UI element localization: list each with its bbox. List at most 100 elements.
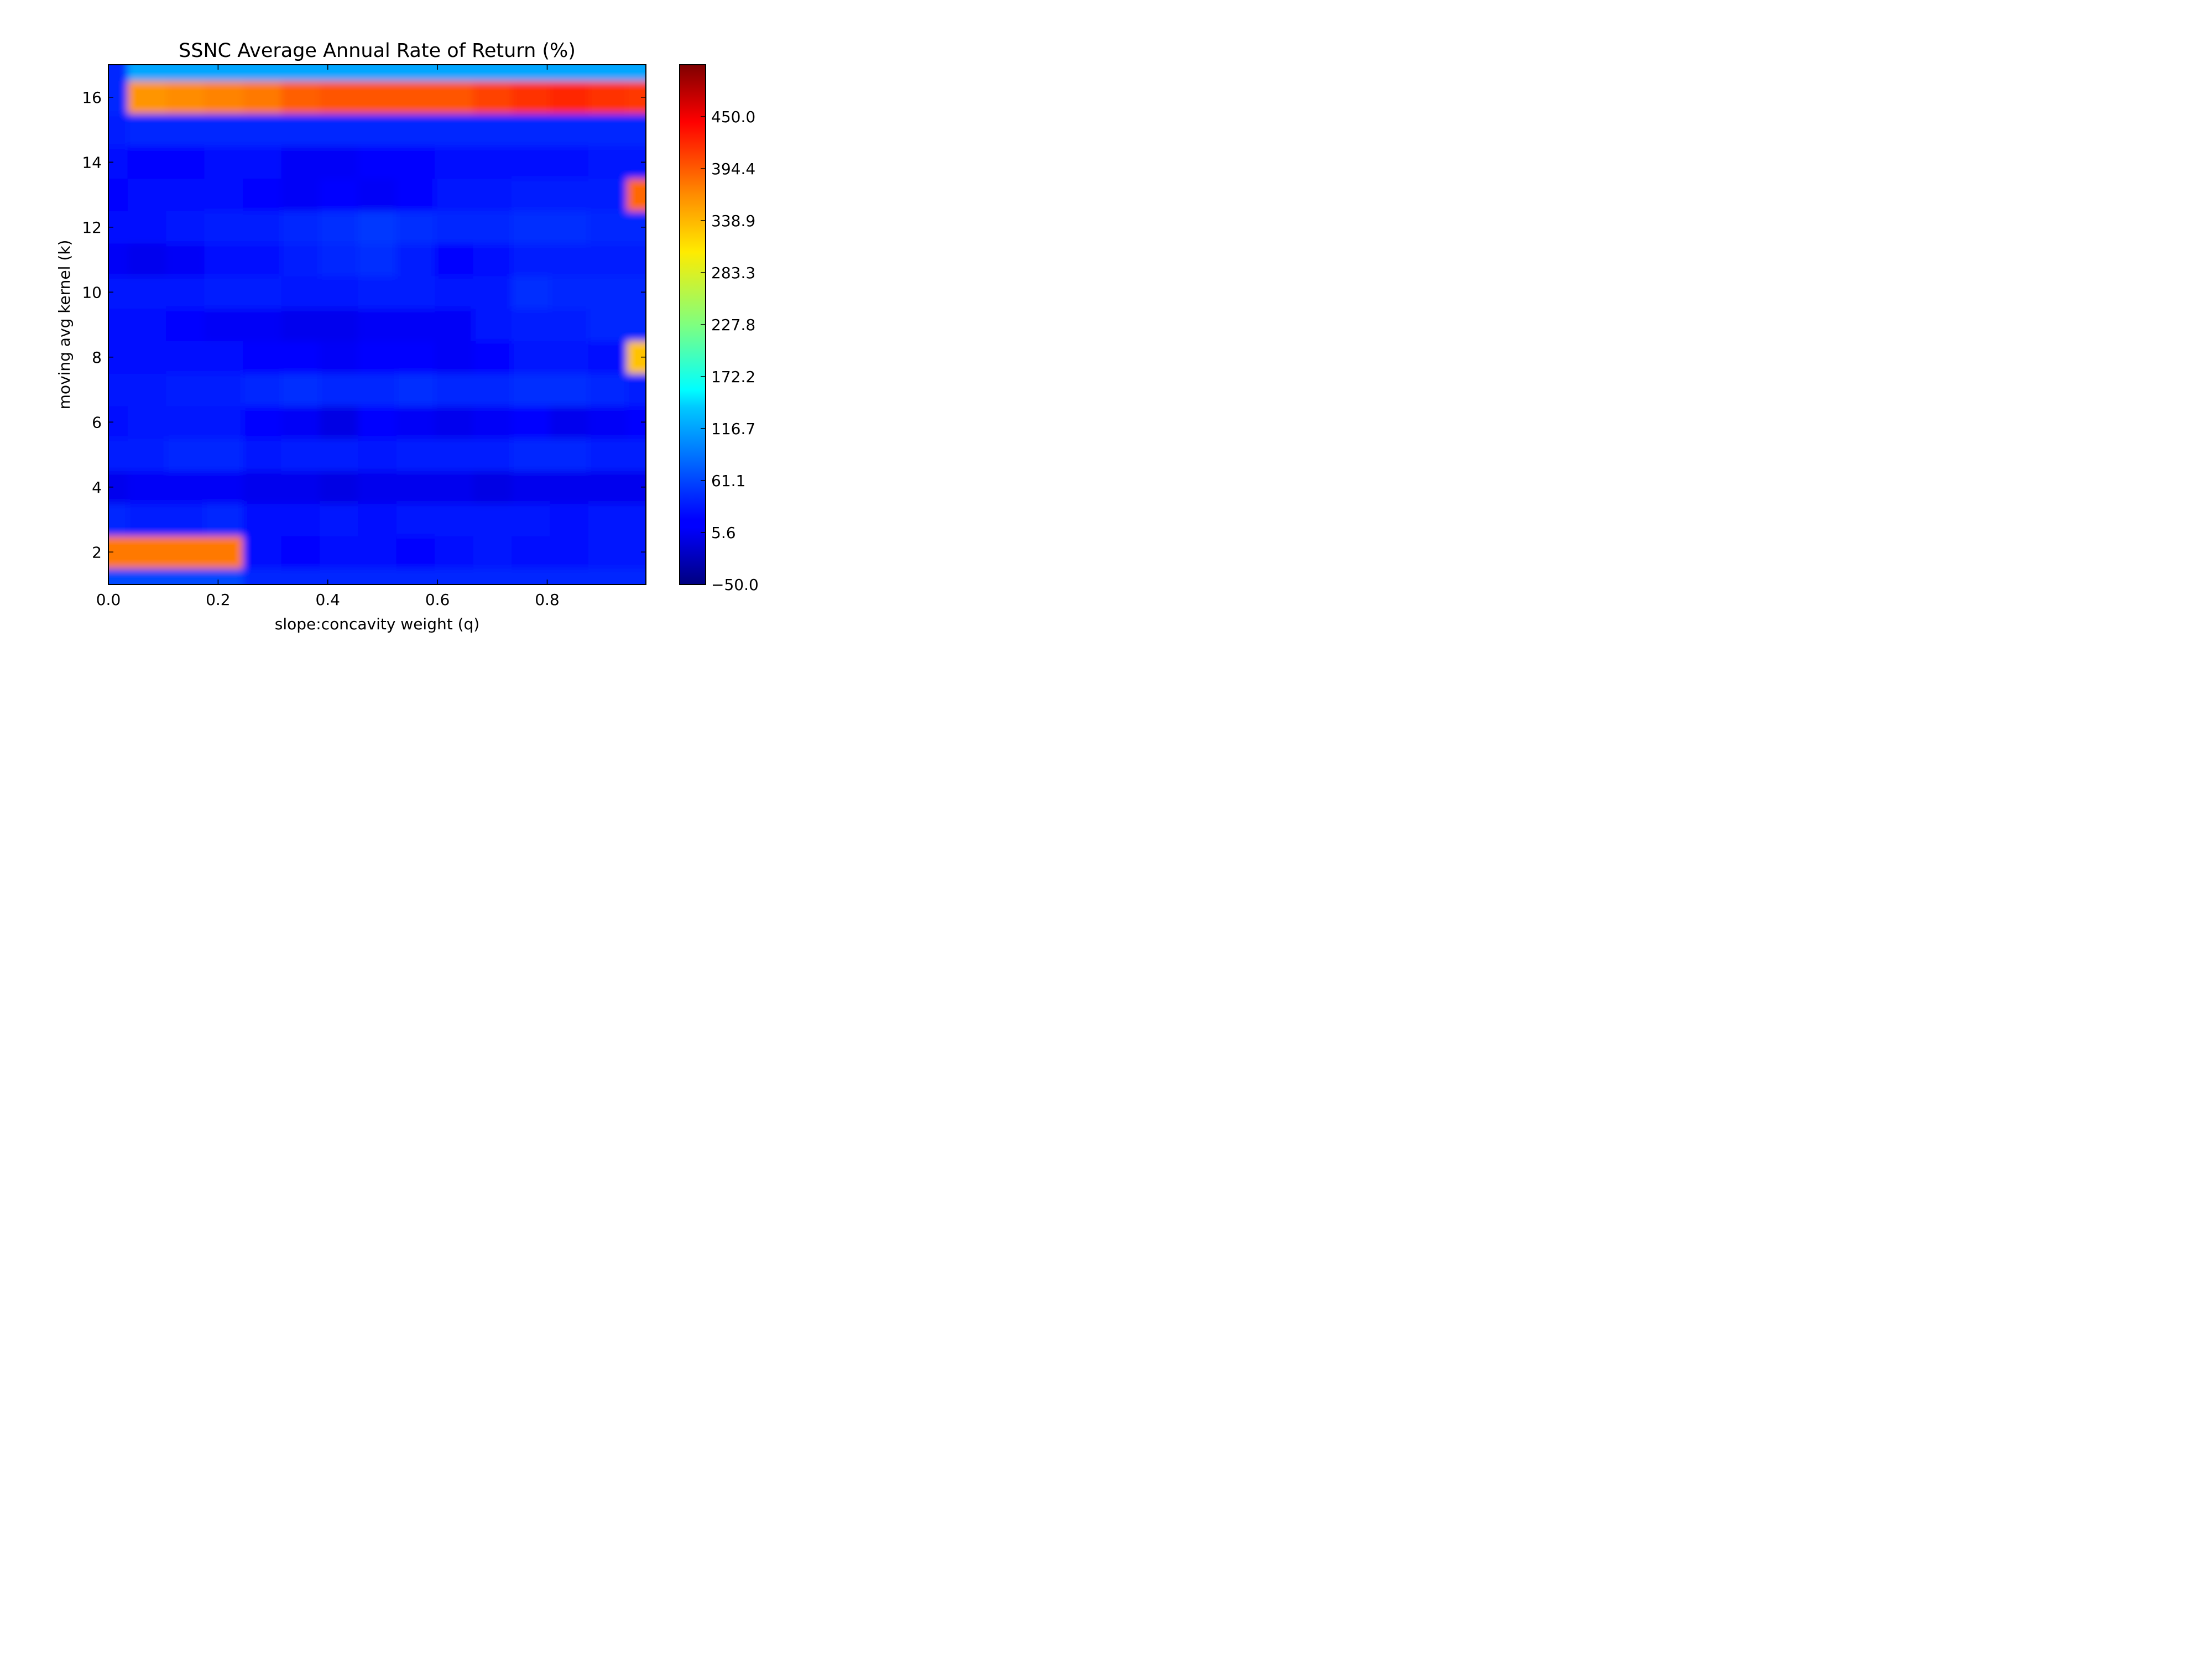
heatmap-cell: [435, 535, 474, 569]
heatmap-cell: [243, 503, 282, 536]
heatmap-cell: [281, 275, 320, 309]
heatmap-cell: [127, 438, 166, 471]
x-tick-label: 0.4: [315, 591, 340, 609]
heatmap-cell: [358, 145, 397, 179]
heatmap-cell: [512, 178, 551, 211]
heatmap-cell: [588, 275, 627, 309]
heatmap-cell: [127, 243, 166, 276]
heatmap-cell: [435, 308, 474, 341]
heatmap-cell: [243, 178, 282, 211]
heatmap-cell: [108, 113, 128, 147]
heatmap-cell: [108, 65, 128, 81]
heatmap-cell: [396, 405, 435, 439]
heatmap-cell: [166, 211, 205, 244]
heatmap-cell: [550, 211, 589, 244]
heatmap-cell: [435, 438, 474, 471]
heatmap-cell: [243, 438, 282, 471]
heatmap-cell: [319, 308, 358, 341]
heatmap-cell: [588, 535, 627, 569]
heatmap-cell: [204, 503, 243, 536]
heatmap-cell: [473, 211, 512, 244]
heatmap-cell: [319, 113, 358, 147]
heatmap-cell: [627, 568, 646, 585]
heatmap-cell: [319, 503, 358, 536]
heatmap-cell: [204, 211, 243, 244]
heatmap-cell: [319, 341, 358, 374]
heatmap-cell: [166, 275, 205, 309]
heatmap-cell: [243, 471, 282, 504]
heatmap-cell: [396, 275, 435, 309]
heatmap-cell: [166, 535, 205, 569]
heatmap-cell: [358, 113, 397, 147]
heatmap-cell: [473, 145, 512, 179]
heatmap-cell: [358, 178, 397, 211]
heatmap-cell: [204, 405, 243, 439]
heatmap-cell: [435, 341, 474, 374]
heatmap-cell: [473, 81, 512, 114]
heatmap-cell: [166, 81, 205, 114]
heatmap-cell: [396, 568, 435, 585]
heatmap-cell: [281, 535, 320, 569]
heatmap-cell: [319, 373, 358, 406]
heatmap-cell: [319, 81, 358, 114]
heatmap-cell: [512, 438, 551, 471]
heatmap-cell: [435, 113, 474, 147]
heatmap-cell: [243, 113, 282, 147]
heatmap-cell: [243, 568, 282, 585]
heatmap-cell: [319, 65, 358, 81]
heatmap-cell: [473, 373, 512, 406]
heatmap-cell: [127, 178, 166, 211]
heatmap-cell: [473, 113, 512, 147]
heatmap-cell: [435, 275, 474, 309]
heatmap-cell: [396, 438, 435, 471]
heatmap-cell: [512, 65, 551, 81]
heatmap-cell: [127, 275, 166, 309]
heatmap-cell: [281, 145, 320, 179]
heatmap-cell: [281, 405, 320, 439]
heatmap-cell: [319, 145, 358, 179]
heatmap-cell: [358, 503, 397, 536]
heatmap-cell: [435, 211, 474, 244]
heatmap-cell: [358, 211, 397, 244]
heatmap-cell: [627, 243, 646, 276]
heatmap-cell: [127, 341, 166, 374]
heatmap-cell: [396, 113, 435, 147]
heatmap-cell: [127, 535, 166, 569]
colorbar-tick-label: 283.3: [711, 264, 755, 282]
heatmap-cell: [243, 145, 282, 179]
heatmap-cell: [204, 471, 243, 504]
heatmap-cell: [627, 178, 646, 211]
heatmap-cell: [435, 503, 474, 536]
y-tick-label: 4: [92, 478, 102, 497]
heatmap-cell: [358, 471, 397, 504]
heatmap-cell: [550, 243, 589, 276]
heatmap-cell: [108, 308, 128, 341]
heatmap-cell: [204, 65, 243, 81]
colorbar-tick-label: 338.9: [711, 212, 755, 230]
heatmap-cell: [166, 113, 205, 147]
heatmap-cell: [204, 243, 243, 276]
heatmap-cell: [512, 145, 551, 179]
heatmap-cell: [473, 275, 512, 309]
heatmap-cell: [588, 178, 627, 211]
heatmap-cell: [204, 535, 243, 569]
heatmap-cell: [550, 178, 589, 211]
heatmap-cell: [281, 438, 320, 471]
heatmap-cell: [358, 405, 397, 439]
heatmap-cell: [435, 568, 474, 585]
colorbar: −50.0 5.6 61.1 116.7 172.2 227.8 283.3 338.9 394…: [679, 64, 759, 594]
heatmap-cell: [588, 113, 627, 147]
heatmap-cells: [108, 65, 646, 585]
heatmap-cell: [588, 65, 627, 81]
x-axis-label: slope:concavity weight (q): [275, 615, 479, 633]
heatmap-cell: [512, 308, 551, 341]
heatmap-cell: [396, 81, 435, 114]
x-tick-label: 0.6: [425, 591, 450, 609]
heatmap-cell: [588, 405, 627, 439]
heatmap-cell: [127, 568, 166, 585]
heatmap-cell: [281, 81, 320, 114]
y-tick-label: 10: [82, 283, 102, 301]
heatmap-cell: [243, 243, 282, 276]
heatmap-cell: [108, 373, 128, 406]
heatmap-cell: [396, 145, 435, 179]
